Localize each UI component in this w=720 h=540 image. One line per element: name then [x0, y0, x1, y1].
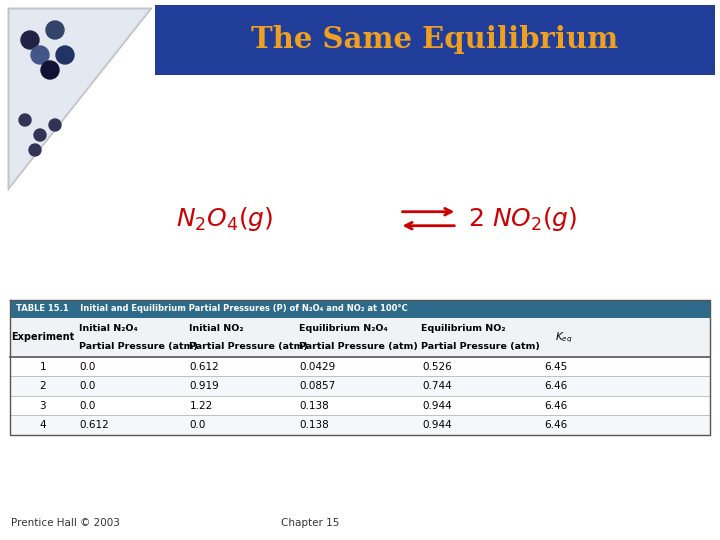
Circle shape — [29, 144, 41, 156]
Bar — [155, 5, 715, 75]
Text: 6.46: 6.46 — [544, 401, 568, 410]
Text: 0.0857: 0.0857 — [300, 381, 336, 391]
Text: Prentice Hall © 2003: Prentice Hall © 2003 — [11, 518, 120, 528]
Bar — [10, 357, 710, 376]
Text: 0.612: 0.612 — [189, 362, 220, 372]
Text: 6.46: 6.46 — [544, 381, 568, 391]
Circle shape — [46, 21, 64, 39]
Text: 0.944: 0.944 — [422, 420, 452, 430]
Circle shape — [49, 119, 61, 131]
Circle shape — [19, 114, 31, 126]
Text: Initial NO₂: Initial NO₂ — [189, 325, 243, 333]
Text: 0.0429: 0.0429 — [300, 362, 336, 372]
Text: 0.138: 0.138 — [300, 401, 329, 410]
Text: 3: 3 — [40, 401, 46, 410]
Bar — [10, 376, 710, 396]
Text: 0.612: 0.612 — [80, 420, 109, 430]
Text: The Same Equilibrium: The Same Equilibrium — [251, 25, 618, 55]
Polygon shape — [8, 8, 152, 190]
Text: 0.744: 0.744 — [422, 381, 452, 391]
Text: 0.0: 0.0 — [80, 381, 96, 391]
Text: Chapter 15: Chapter 15 — [281, 518, 339, 528]
Text: Partial Pressure (atm): Partial Pressure (atm) — [78, 342, 198, 350]
Text: 6.46: 6.46 — [544, 420, 568, 430]
Text: Equilibrium NO₂: Equilibrium NO₂ — [421, 325, 505, 333]
Text: 0.526: 0.526 — [422, 362, 452, 372]
Circle shape — [21, 31, 39, 49]
Text: 0.919: 0.919 — [189, 381, 220, 391]
Text: 0.0: 0.0 — [189, 420, 206, 430]
Bar — [10, 300, 710, 318]
Text: Partial Pressure (atm): Partial Pressure (atm) — [299, 342, 418, 350]
Text: $N_2O_4(g)$: $N_2O_4(g)$ — [176, 205, 274, 233]
Text: 0.0: 0.0 — [80, 362, 96, 372]
Text: Partial Pressure (atm): Partial Pressure (atm) — [421, 342, 540, 350]
Circle shape — [31, 46, 49, 64]
Text: $K_{eq}$: $K_{eq}$ — [554, 330, 572, 345]
Bar — [10, 396, 710, 415]
Text: 4: 4 — [40, 420, 46, 430]
Polygon shape — [10, 10, 148, 185]
Circle shape — [41, 61, 59, 79]
Text: 0.944: 0.944 — [422, 401, 452, 410]
Circle shape — [34, 129, 46, 141]
Text: Experiment: Experiment — [12, 333, 75, 342]
Text: 1: 1 — [40, 362, 46, 372]
Text: TABLE 15.1    Initial and Equilibrium Partial Pressures (P) of N₂O₄ and NO₂ at 1: TABLE 15.1 Initial and Equilibrium Parti… — [16, 305, 408, 313]
Text: 1.22: 1.22 — [189, 401, 213, 410]
Text: Partial Pressure (atm): Partial Pressure (atm) — [189, 342, 307, 350]
Text: Equilibrium N₂O₄: Equilibrium N₂O₄ — [299, 325, 387, 333]
Bar — [10, 415, 710, 435]
Text: 0.0: 0.0 — [80, 401, 96, 410]
Bar — [10, 318, 710, 357]
Circle shape — [56, 46, 74, 64]
Text: 0.138: 0.138 — [300, 420, 329, 430]
Text: Initial N₂O₄: Initial N₂O₄ — [78, 325, 138, 333]
Text: 2: 2 — [40, 381, 46, 391]
Text: $2\ NO_2(g)$: $2\ NO_2(g)$ — [468, 205, 577, 233]
Text: 6.45: 6.45 — [544, 362, 568, 372]
